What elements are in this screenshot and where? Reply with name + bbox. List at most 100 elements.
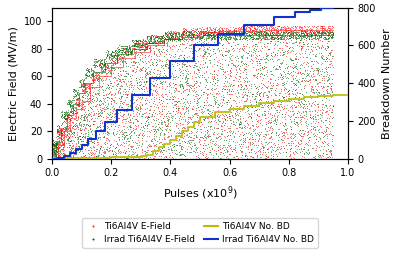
- Point: [208, 37, 215, 41]
- Point: [54, 129, 60, 133]
- Point: [265, 33, 272, 37]
- Point: [110, 130, 116, 134]
- Point: [218, 136, 224, 140]
- Point: [134, 152, 140, 156]
- Point: [200, 32, 206, 36]
- Point: [227, 71, 234, 75]
- Point: [310, 88, 316, 92]
- Point: [184, 120, 190, 124]
- Point: [270, 83, 276, 87]
- Point: [329, 90, 335, 94]
- Point: [309, 72, 316, 76]
- Point: [261, 27, 267, 31]
- Point: [53, 143, 59, 147]
- Point: [59, 128, 65, 132]
- Point: [324, 152, 330, 156]
- Point: [158, 122, 165, 126]
- Point: [182, 126, 188, 130]
- Point: [298, 44, 304, 48]
- Point: [96, 105, 103, 109]
- Point: [127, 60, 134, 64]
- Point: [53, 141, 60, 145]
- Point: [78, 131, 84, 135]
- Point: [272, 66, 279, 70]
- Point: [205, 107, 211, 111]
- Point: [301, 102, 308, 106]
- Point: [189, 49, 195, 53]
- Point: [207, 151, 213, 155]
- Point: [130, 87, 136, 91]
- Point: [101, 141, 107, 145]
- Point: [324, 37, 330, 41]
- Point: [314, 34, 321, 38]
- Point: [206, 71, 213, 75]
- Point: [108, 49, 115, 53]
- Point: [176, 121, 183, 125]
- Point: [325, 125, 331, 130]
- Point: [172, 152, 179, 156]
- Point: [181, 62, 187, 66]
- Point: [312, 109, 318, 113]
- Point: [105, 115, 112, 119]
- Point: [256, 33, 262, 37]
- Point: [297, 156, 304, 161]
- Point: [183, 107, 189, 111]
- Point: [194, 92, 200, 96]
- Point: [179, 126, 185, 130]
- Point: [236, 37, 242, 41]
- Point: [294, 28, 300, 33]
- Point: [107, 68, 113, 72]
- Point: [164, 37, 170, 41]
- Point: [136, 127, 143, 131]
- Point: [219, 34, 226, 38]
- Point: [139, 148, 146, 152]
- Point: [95, 79, 102, 83]
- Point: [323, 31, 330, 35]
- Point: [67, 109, 74, 113]
- Point: [133, 41, 140, 45]
- Point: [208, 27, 214, 31]
- Point: [282, 35, 289, 39]
- Point: [74, 103, 80, 107]
- Point: [283, 132, 290, 136]
- Point: [196, 83, 203, 88]
- Point: [132, 44, 138, 48]
- Point: [90, 97, 96, 101]
- Point: [205, 30, 212, 34]
- Point: [50, 153, 56, 157]
- Point: [159, 120, 165, 124]
- Point: [127, 50, 134, 55]
- Point: [110, 56, 116, 60]
- Point: [64, 132, 70, 136]
- Point: [68, 99, 74, 103]
- Point: [234, 33, 240, 37]
- Point: [290, 34, 296, 38]
- Point: [59, 131, 65, 135]
- Point: [96, 123, 103, 127]
- Point: [86, 150, 93, 154]
- Point: [78, 83, 84, 88]
- Point: [70, 143, 76, 147]
- Point: [247, 136, 254, 140]
- Point: [52, 143, 58, 147]
- Point: [316, 30, 322, 35]
- Point: [325, 65, 331, 69]
- Point: [321, 29, 327, 33]
- Point: [70, 107, 76, 111]
- Point: [307, 34, 314, 38]
- Point: [269, 130, 276, 134]
- Point: [266, 47, 272, 51]
- Point: [95, 74, 101, 79]
- Point: [53, 156, 59, 161]
- Point: [59, 139, 66, 143]
- Point: [295, 122, 301, 126]
- Point: [65, 131, 71, 135]
- Point: [296, 27, 302, 31]
- Point: [110, 109, 116, 113]
- Point: [260, 67, 266, 71]
- Point: [258, 31, 264, 35]
- Point: [145, 115, 152, 119]
- Point: [326, 155, 333, 159]
- Point: [120, 111, 127, 115]
- Point: [94, 77, 100, 81]
